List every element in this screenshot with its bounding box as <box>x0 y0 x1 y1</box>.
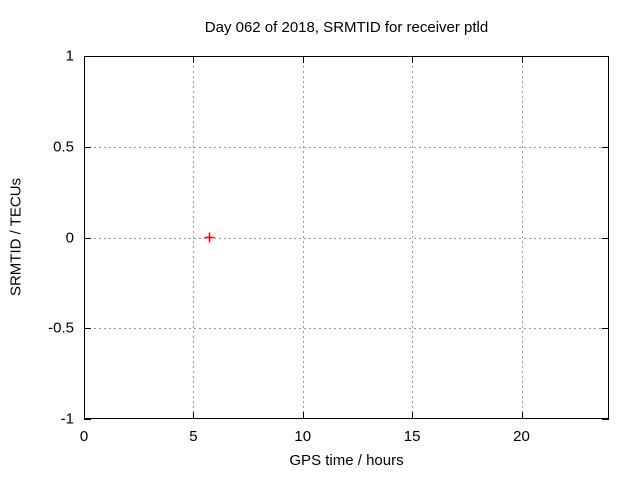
y-tick-label: 0 <box>65 229 74 246</box>
y-tick-right <box>602 146 609 148</box>
x-tick-top <box>193 56 195 63</box>
chart-title: Day 062 of 2018, SRMTID for receiver ptl… <box>204 19 489 36</box>
x-tick-bottom <box>193 412 195 419</box>
x-tick-bottom <box>521 412 523 419</box>
x-tick-label: 0 <box>79 428 89 445</box>
x-tick-bottom <box>302 412 304 419</box>
y-tick-right <box>602 56 609 57</box>
y-tick-label: 1 <box>65 47 74 65</box>
y-gridline <box>84 146 609 148</box>
y-tick-label: -1 <box>60 410 74 428</box>
y-tick-right <box>602 419 609 420</box>
x-tick-label: 10 <box>294 428 312 445</box>
y-tick-right <box>602 328 609 330</box>
y-gridline <box>84 328 609 330</box>
x-tick-top <box>521 56 523 63</box>
x-tick-top <box>84 56 85 63</box>
y-tick-right <box>602 237 609 239</box>
data-point-marker <box>203 231 216 244</box>
plus-marker-icon <box>204 232 215 243</box>
y-tick-left <box>84 328 91 330</box>
x-tick-label: 20 <box>513 428 530 445</box>
x-tick-top <box>302 56 304 63</box>
x-tick-label: 5 <box>189 428 198 445</box>
x-tick-bottom <box>412 412 414 419</box>
y-tick-left <box>84 56 91 57</box>
y-tick-left <box>84 146 91 148</box>
y-tick-left <box>84 237 91 239</box>
x-tick-label: 15 <box>403 428 421 445</box>
y-gridline <box>84 237 609 239</box>
x-tick-bottom <box>84 412 85 419</box>
y-tick-label: 0.5 <box>53 138 74 156</box>
y-tick-label: -0.5 <box>48 319 74 337</box>
x-tick-top <box>412 56 414 63</box>
y-tick-left <box>84 419 91 420</box>
x-axis-label: GPS time / hours <box>289 452 404 469</box>
